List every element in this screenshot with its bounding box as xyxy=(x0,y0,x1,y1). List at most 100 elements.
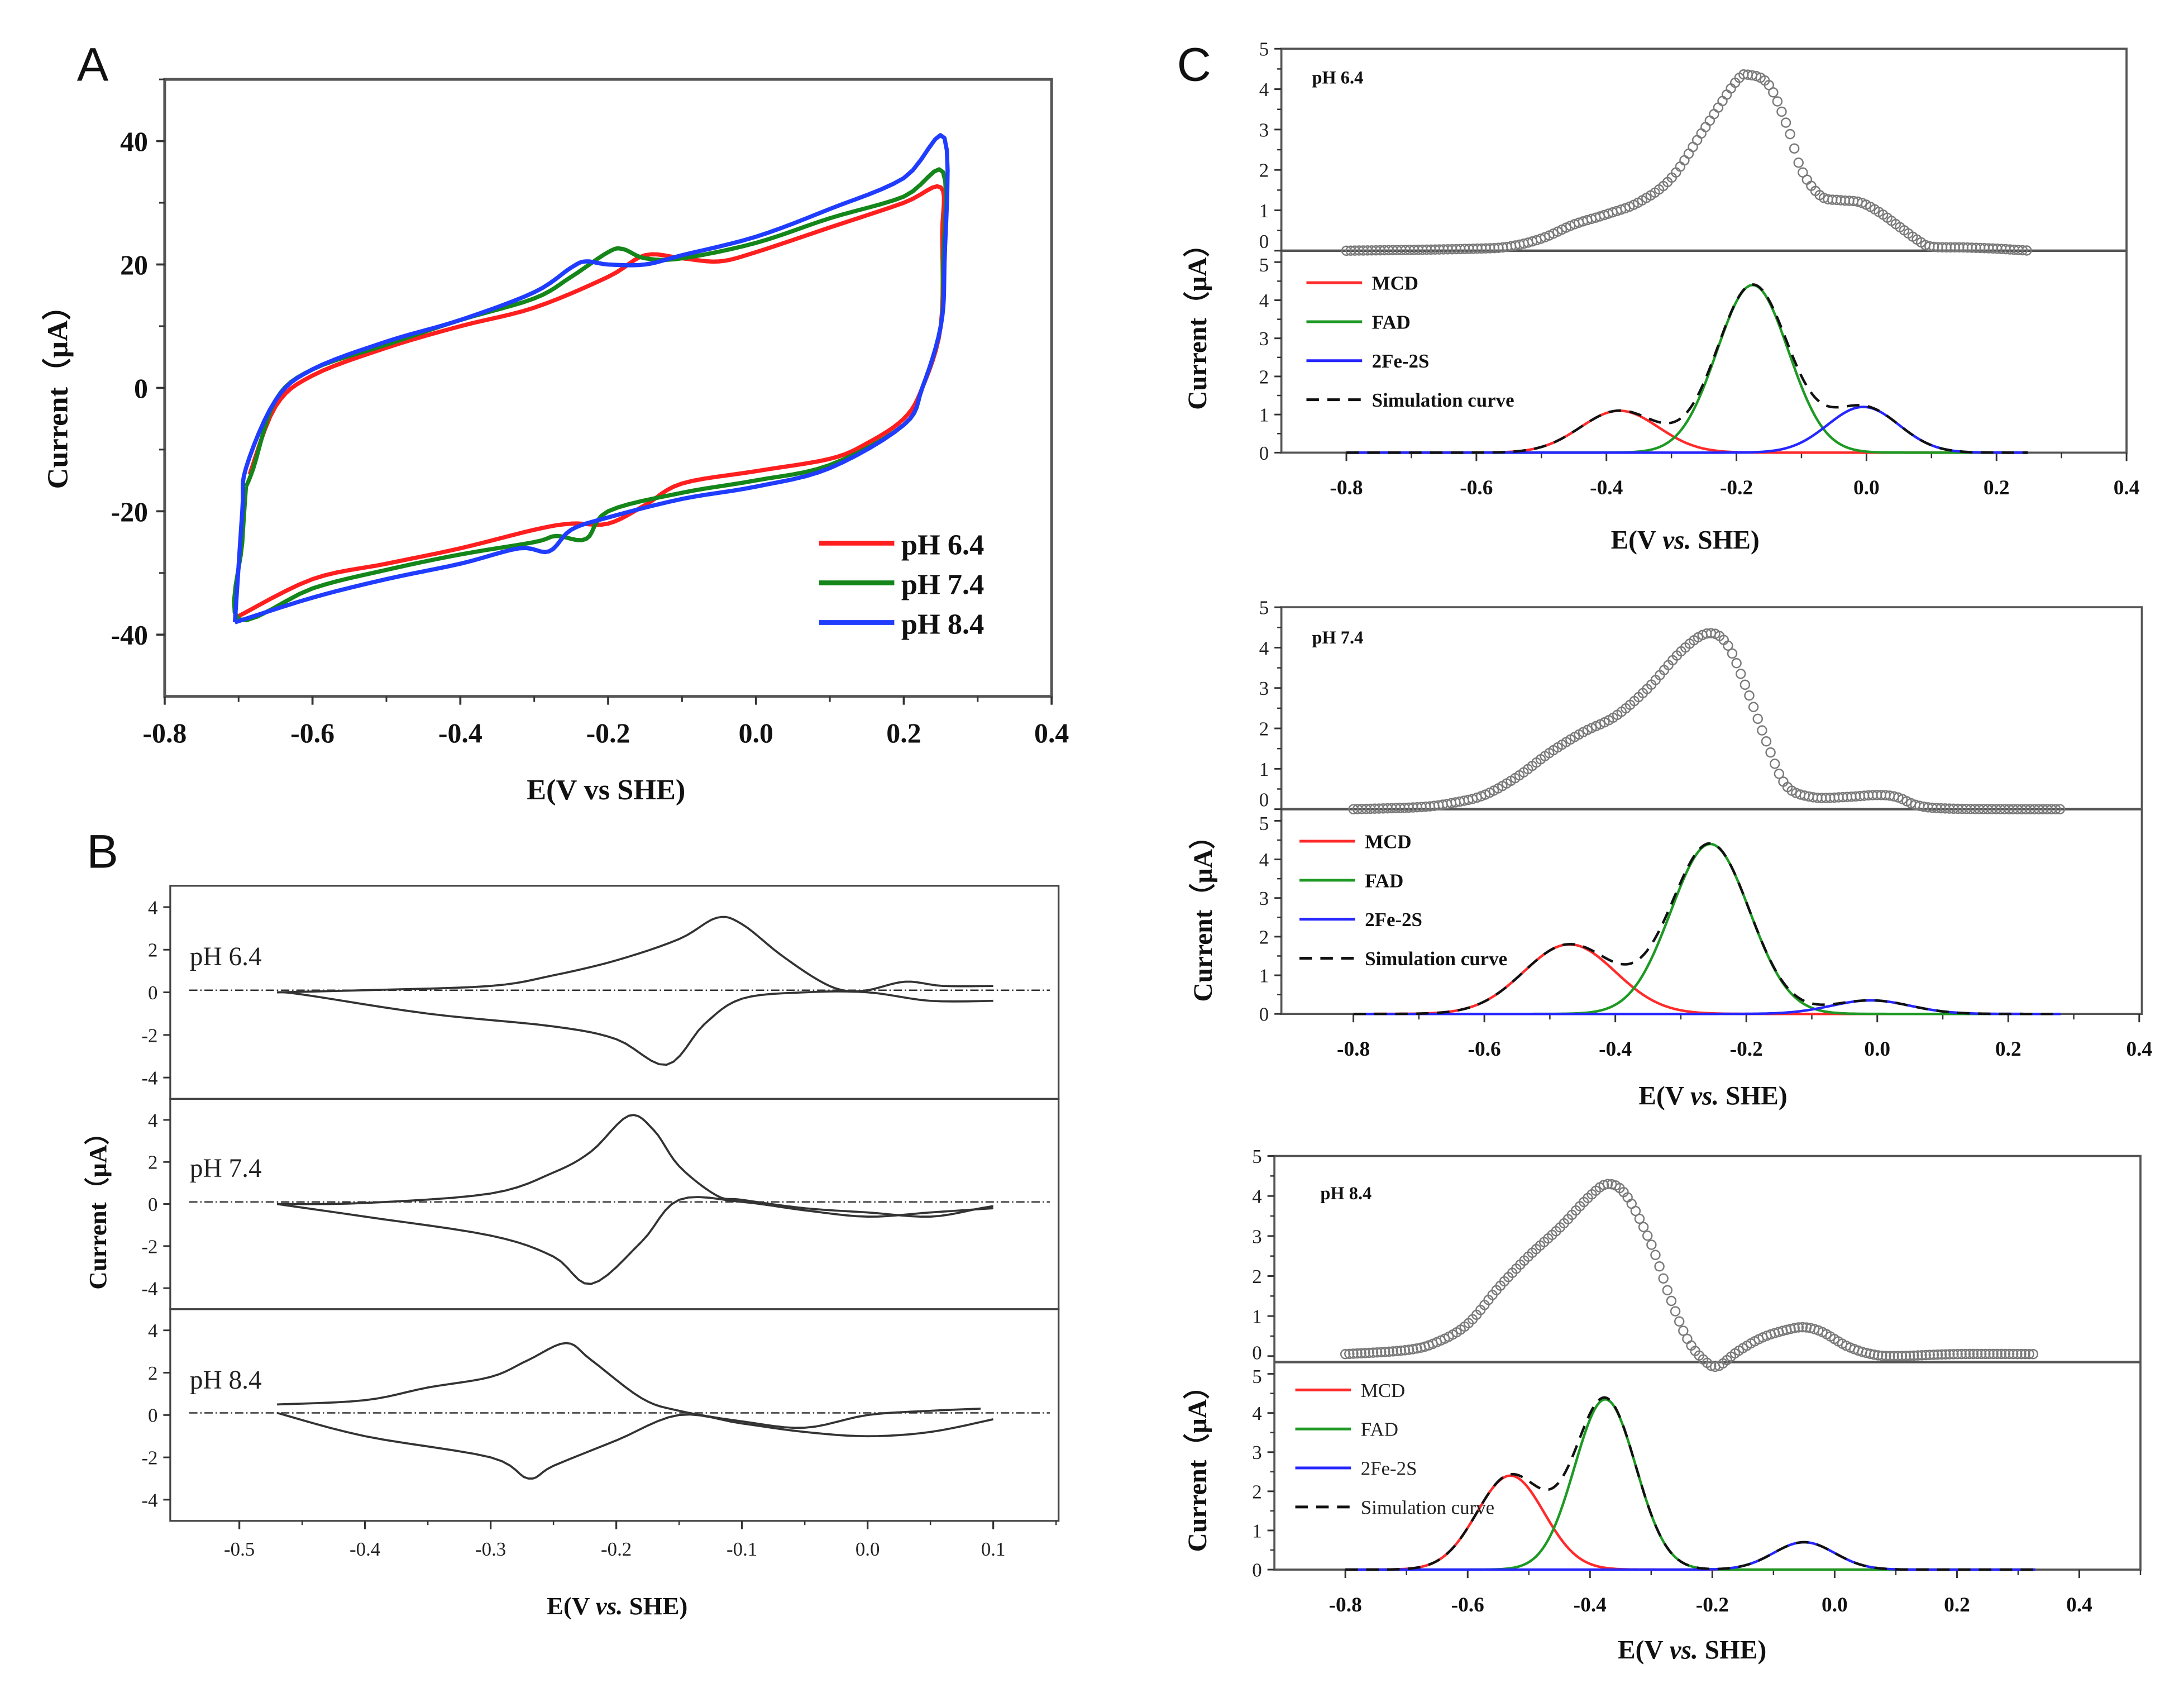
measured-data-point xyxy=(1674,1316,1685,1327)
measured-data-point xyxy=(1980,1348,1991,1360)
measured-data-point xyxy=(1356,1348,1366,1358)
x-axis-label: E(V vs. SHE) xyxy=(1618,1636,1766,1665)
x-tick-label: 0.2 xyxy=(1984,476,2010,499)
y-tick-label-lower: 2 xyxy=(1252,1481,1261,1503)
x-tick-label: -0.2 xyxy=(601,1538,632,1560)
measured-data-point xyxy=(1976,1348,1987,1360)
legend-label: Simulation curve xyxy=(1372,389,1514,411)
x-tick-label: 0.0 xyxy=(1864,1038,1890,1061)
simulation-curve xyxy=(1353,842,2061,1015)
y-axis-label: Current（μA） xyxy=(1183,1373,1212,1552)
measured-data-point xyxy=(1900,1351,1911,1361)
y-tick-label-upper: 1 xyxy=(1252,1306,1261,1328)
y-tick-label: -4 xyxy=(141,1489,157,1511)
measured-data-point xyxy=(2004,1348,2015,1360)
measured-data-point xyxy=(1736,669,1746,679)
measured-data-point xyxy=(1956,1348,1967,1360)
y-tick-label: -4 xyxy=(141,1067,157,1089)
measured-data-point xyxy=(1960,1348,1971,1360)
measured-data-point xyxy=(1352,1348,1363,1359)
x-axis-label-part: SHE) xyxy=(1691,526,1759,555)
x-axis-label: E(V vs. SHE) xyxy=(1611,526,1760,555)
y-tick-label: 2 xyxy=(148,1152,157,1174)
panel-a-x-axis-label: E(V vs SHE) xyxy=(527,774,685,806)
measured-data-point xyxy=(1952,1348,1963,1360)
panel-c-subplot-1: 0 0 1 1 2 2 3 3 4 4 5 5 -0.8 -0.6 -0.4 -0.2 0.0 0.2 0.4 MCD… xyxy=(1183,39,2140,555)
measured-data-point xyxy=(1877,1350,1887,1361)
measured-data-point xyxy=(1772,96,1783,107)
measured-data-point xyxy=(1666,1295,1677,1306)
x-axis-label-part: SHE) xyxy=(1719,1081,1787,1110)
measured-data-point xyxy=(1904,1350,1915,1361)
measured-data-point xyxy=(1964,1348,1975,1360)
panel-label-b: B xyxy=(87,824,118,878)
measured-data-point xyxy=(1928,1350,1939,1360)
legend-label: FAD xyxy=(1361,1419,1398,1441)
legend-label: MCD xyxy=(1365,831,1411,852)
x-tick-label: 0.4 xyxy=(2066,1594,2092,1617)
measured-data-point xyxy=(1630,1205,1641,1217)
measured-data-point xyxy=(1893,1351,1903,1361)
measured-data-point xyxy=(2008,1348,2019,1360)
legend-label: FAD xyxy=(1365,870,1403,891)
panel-b-x-axis-label: E(V vs. SHE) xyxy=(547,1592,687,1620)
measured-data-point xyxy=(1731,658,1742,669)
measured-data-point xyxy=(1797,1322,1808,1333)
x-tick-label: 0.4 xyxy=(2126,1038,2152,1061)
y-tick-label: -2 xyxy=(141,1447,157,1469)
y-tick-label: 4 xyxy=(148,1320,157,1342)
y-tick-label-lower: 5 xyxy=(1259,813,1269,835)
x-tick-label: -0.8 xyxy=(1329,1594,1362,1617)
measured-data-point xyxy=(1654,1261,1665,1272)
measured-data-point xyxy=(1705,1360,1717,1371)
y-tick-label: 2 xyxy=(148,940,157,961)
x-tick-label: 0.4 xyxy=(1034,718,1069,748)
subplot-ph-label: pH 7.4 xyxy=(190,1154,262,1183)
y-tick-label-upper: 3 xyxy=(1259,678,1269,699)
x-tick-label: -0.2 xyxy=(586,718,630,748)
simulation-curve xyxy=(1346,283,2028,454)
x-axis-label: E(V vs. SHE) xyxy=(1638,1081,1787,1110)
measured-data-point xyxy=(2024,1348,2034,1360)
measured-data-point xyxy=(1984,1348,1995,1360)
x-axis-label-part: SHE) xyxy=(1698,1636,1766,1665)
y-tick-label: -40 xyxy=(111,620,148,651)
measured-data-point xyxy=(1371,1347,1383,1358)
legend-label: FAD xyxy=(1372,311,1411,333)
x-tick-label: -0.6 xyxy=(1460,476,1493,499)
subplot-ph-label: pH 7.4 xyxy=(1312,628,1363,648)
x-tick-label: -0.4 xyxy=(350,1538,380,1560)
y-tick-label: 0 xyxy=(134,373,148,404)
y-tick-label: 20 xyxy=(120,250,148,280)
measured-data-point xyxy=(1388,1346,1398,1357)
measured-data-point xyxy=(1917,1350,1927,1361)
measured-data-point xyxy=(1768,87,1779,98)
x-tick-label: 0.2 xyxy=(886,718,921,748)
reduction-sweep-line xyxy=(277,990,993,1066)
measured-data-point xyxy=(1881,1351,1891,1361)
measured-data-point xyxy=(2054,804,2066,814)
y-tick-label: 40 xyxy=(120,126,148,157)
measured-data-point xyxy=(1776,106,1787,117)
y-tick-label-lower: 5 xyxy=(1259,254,1269,276)
measured-data-point xyxy=(1780,117,1791,128)
measured-data-point xyxy=(1996,1348,2007,1360)
x-tick-label: -0.8 xyxy=(1330,476,1363,499)
y-tick-label-lower: 4 xyxy=(1252,1403,1261,1424)
y-tick-label-upper: 4 xyxy=(1259,79,1269,101)
measured-data-point xyxy=(1344,1348,1355,1360)
measured-data-point xyxy=(1348,1348,1359,1359)
legend-label: 2Fe-2S xyxy=(1365,909,1422,931)
measured-data-point xyxy=(1924,1350,1935,1360)
y-tick-label-lower: 3 xyxy=(1259,328,1269,350)
x-tick-label: 0.0 xyxy=(1853,476,1880,499)
measured-data-point xyxy=(1662,1285,1673,1296)
measured-data-point xyxy=(1646,1239,1657,1250)
measured-data-point xyxy=(1650,1250,1661,1260)
measured-data-point xyxy=(1748,702,1759,712)
measured-data-point xyxy=(1638,1222,1649,1232)
x-tick-label: -0.4 xyxy=(438,718,482,748)
measured-data-point xyxy=(1770,759,1780,769)
y-tick-label-upper: 5 xyxy=(1259,39,1269,60)
